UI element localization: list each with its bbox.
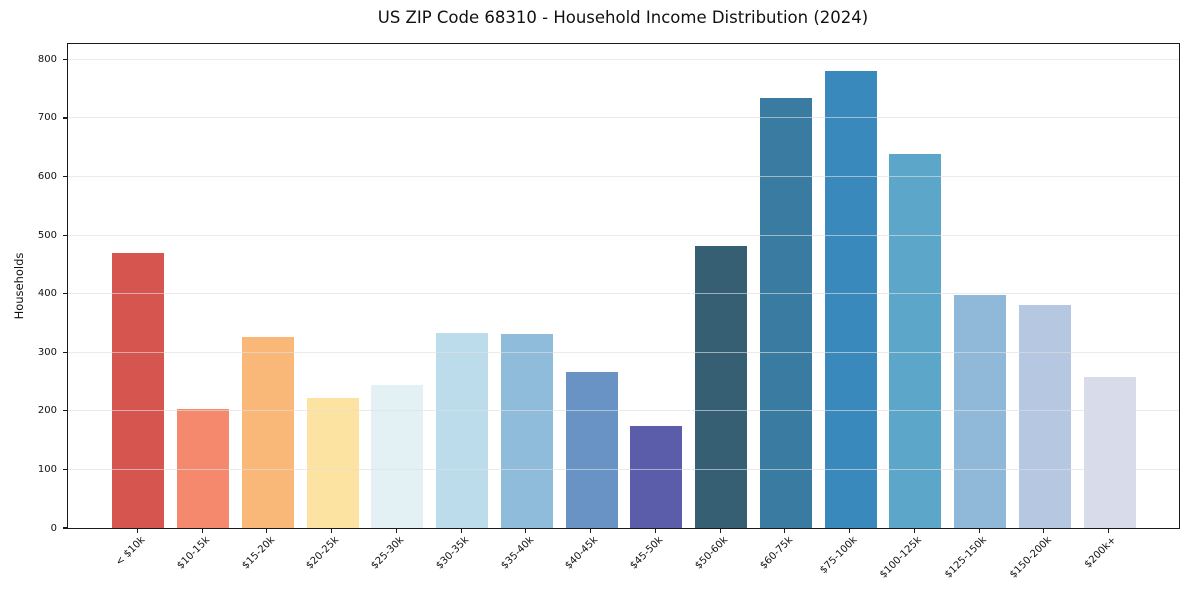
bar-75-100k bbox=[824, 71, 877, 528]
x-tick-mark-3 bbox=[331, 529, 333, 533]
bar-10-15k bbox=[177, 409, 230, 528]
x-tick-label-6: $35-40k bbox=[498, 534, 536, 572]
bar-20-25k bbox=[306, 397, 359, 528]
x-tick-mark-11 bbox=[849, 529, 851, 533]
y-tick-label-400: 400 bbox=[37, 288, 57, 300]
bar-10k bbox=[112, 252, 165, 528]
y-tick-label-100: 100 bbox=[37, 463, 57, 475]
bar-25-30k bbox=[371, 385, 424, 528]
y-tick-label-700: 700 bbox=[37, 112, 57, 124]
y-axis-label: Households bbox=[12, 252, 26, 320]
y-tick-mark-200 bbox=[63, 410, 67, 412]
bar-60-75k bbox=[759, 98, 812, 528]
x-tick-label-10: $60-75k bbox=[757, 534, 795, 572]
x-tick-label-5: $30-35k bbox=[434, 534, 472, 572]
x-tick-mark-13 bbox=[978, 529, 980, 533]
x-tick-mark-4 bbox=[395, 529, 397, 533]
bar-45-50k bbox=[630, 426, 683, 528]
y-tick-label-600: 600 bbox=[37, 171, 57, 183]
x-tick-label-3: $20-25k bbox=[304, 534, 342, 572]
x-tick-label-1: $10-15k bbox=[175, 534, 213, 572]
bar-40-45k bbox=[565, 371, 618, 528]
bars-layer bbox=[68, 44, 1179, 528]
x-tick-mark-5 bbox=[460, 529, 462, 533]
x-tick-mark-6 bbox=[525, 529, 527, 533]
y-tick-label-200: 200 bbox=[37, 405, 57, 417]
x-tick-mark-2 bbox=[266, 529, 268, 533]
x-tick-mark-10 bbox=[784, 529, 786, 533]
x-tick-label-12: $100-125k bbox=[878, 534, 925, 581]
y-tick-label-500: 500 bbox=[37, 229, 57, 241]
y-tick-label-0: 0 bbox=[50, 522, 57, 534]
y-tick-mark-800 bbox=[63, 58, 67, 60]
x-tick-mark-8 bbox=[654, 529, 656, 533]
bar-150-200k bbox=[1018, 304, 1071, 528]
y-tick-mark-0 bbox=[63, 527, 67, 529]
x-tick-label-14: $150-200k bbox=[1007, 534, 1054, 581]
x-tick-mark-1 bbox=[201, 529, 203, 533]
y-tick-label-800: 800 bbox=[37, 53, 57, 65]
x-tick-label-8: $45-50k bbox=[628, 534, 666, 572]
y-tick-mark-700 bbox=[63, 117, 67, 119]
x-tick-mark-7 bbox=[590, 529, 592, 533]
x-tick-label-2: $15-20k bbox=[239, 534, 277, 572]
x-tick-label-9: $50-60k bbox=[693, 534, 731, 572]
bar-30-35k bbox=[436, 332, 489, 528]
x-tick-label-15: $200k+ bbox=[1082, 534, 1119, 571]
x-tick-mark-12 bbox=[913, 529, 915, 533]
y-tick-mark-400 bbox=[63, 293, 67, 295]
bar-50-60k bbox=[695, 245, 748, 528]
x-tick-label-11: $75-100k bbox=[818, 534, 860, 577]
x-tick-mark-0 bbox=[136, 529, 138, 533]
x-tick-mark-9 bbox=[719, 529, 721, 533]
chart-title: US ZIP Code 68310 - Household Income Dis… bbox=[377, 8, 869, 27]
bar-100-125k bbox=[889, 153, 942, 528]
x-tick-mark-15 bbox=[1108, 529, 1110, 533]
bar-15-20k bbox=[241, 337, 294, 528]
x-tick-mark-14 bbox=[1043, 529, 1045, 533]
y-tick-mark-600 bbox=[63, 175, 67, 178]
bar-35-40k bbox=[500, 333, 553, 528]
x-tick-label-0: < $10k bbox=[113, 534, 148, 569]
x-tick-label-13: $125-150k bbox=[943, 534, 990, 581]
bar-200k bbox=[1083, 377, 1136, 528]
x-tick-label-7: $40-45k bbox=[563, 534, 601, 572]
y-tick-mark-300 bbox=[63, 351, 67, 353]
y-tick-mark-100 bbox=[63, 468, 67, 470]
x-tick-label-4: $25-30k bbox=[369, 534, 407, 572]
y-tick-mark-500 bbox=[63, 234, 67, 236]
bar-125-150k bbox=[954, 295, 1007, 528]
plot-area bbox=[67, 43, 1180, 529]
y-tick-label-300: 300 bbox=[37, 346, 57, 358]
